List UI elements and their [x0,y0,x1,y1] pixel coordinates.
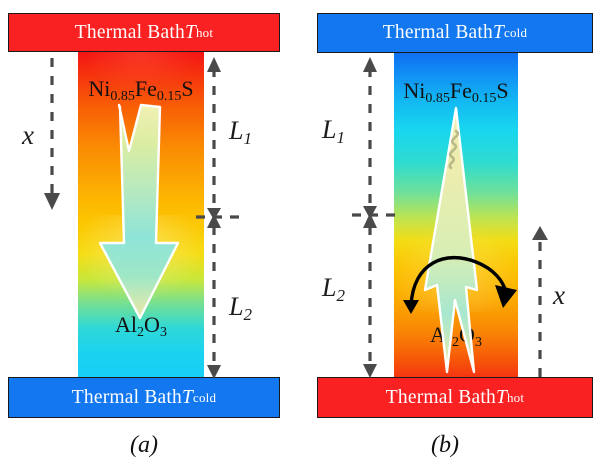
panel-b-bottom-bath-symbol: T [495,386,507,408]
panel-a-bottom-bath-subscript: cold [193,389,217,405]
panel-b-dimension-label-L2: L2 [322,273,345,306]
panel-b-bottom-bath-label: Thermal Bath [385,386,496,408]
formula-sub-2: 3 [159,325,167,341]
formula-sub-1: 0.85 [425,91,450,107]
panel-b-heat-flux-label: Heat Flux [445,162,466,246]
formula-el-1: Ni [88,76,111,101]
panel-a-top-layer-formula: Ni0.85Fe0.15S [78,76,204,105]
panel-a-caption-text: (a) [130,432,158,458]
dim-subscript: 1 [336,127,345,147]
panel-a-dimension-label-L1: L1 [229,116,252,149]
panel-a-caption: (a) [114,432,174,459]
formula-sub-2: 0.15 [156,89,182,105]
dim-subscript: 1 [243,128,252,148]
panel-a-top-bath-subscript: hot [195,24,214,40]
panel-b-bottom-layer-formula: Al2O3 [394,322,518,351]
dim-symbol: L [229,292,244,321]
panel-b-top-layer-formula: Ni0.85Fe0.15S [392,78,520,107]
dim-symbol: L [322,273,337,302]
panel-b-axis-label: x [553,280,565,310]
formula-el-2: Fe [449,78,472,103]
formula-el-2: O [459,322,475,347]
formula-el-1: Al [430,322,453,347]
panel-b-top-bath-subscript: cold [504,25,528,40]
formula-el-1: Ni [403,78,426,103]
dim-symbol: L [322,115,337,144]
panel-a-bottom-bath-symbol: T [181,386,193,408]
panel-a-dimension-label-L2: L2 [229,292,252,325]
formula-el-1: Al [115,312,138,337]
dim-subscript: 2 [336,285,345,305]
dim-symbol: L [229,116,244,145]
formula-sub-1: 2 [452,335,460,351]
formula-sub-2: 0.15 [471,91,497,107]
formula-sub-1: 0.85 [110,89,135,105]
panel-b-caption: (b) [415,432,475,459]
panel-a-bottom-bath-label: Thermal Bath [71,386,182,408]
panel-b-dimension-label-L1: L1 [322,115,345,148]
panel-b-bottom-bath-subscript: hot [506,389,525,405]
panel-a-heat-flux-label: Heat Flux [128,156,149,240]
panel-b-top-bath-symbol: T [492,22,504,43]
panel-a-bottom-layer-formula: Al2O3 [78,312,204,341]
panel-b-top-bath-label: Thermal Bath [382,22,493,43]
panel-a-axis-label: x [22,120,34,150]
dim-subscript: 2 [243,304,252,324]
formula-el-2: O [144,312,160,337]
formula-el-3: S [181,76,194,101]
formula-sub-1: 2 [137,325,145,341]
formula-sub-2: 3 [474,335,482,351]
panel-b-caption-text: (b) [431,432,459,458]
panel-a-top-bath-symbol: T [184,21,196,43]
panel-a-top-bath-label: Thermal Bath [74,21,185,43]
formula-el-3: S [496,78,509,103]
formula-el-2: Fe [134,76,157,101]
